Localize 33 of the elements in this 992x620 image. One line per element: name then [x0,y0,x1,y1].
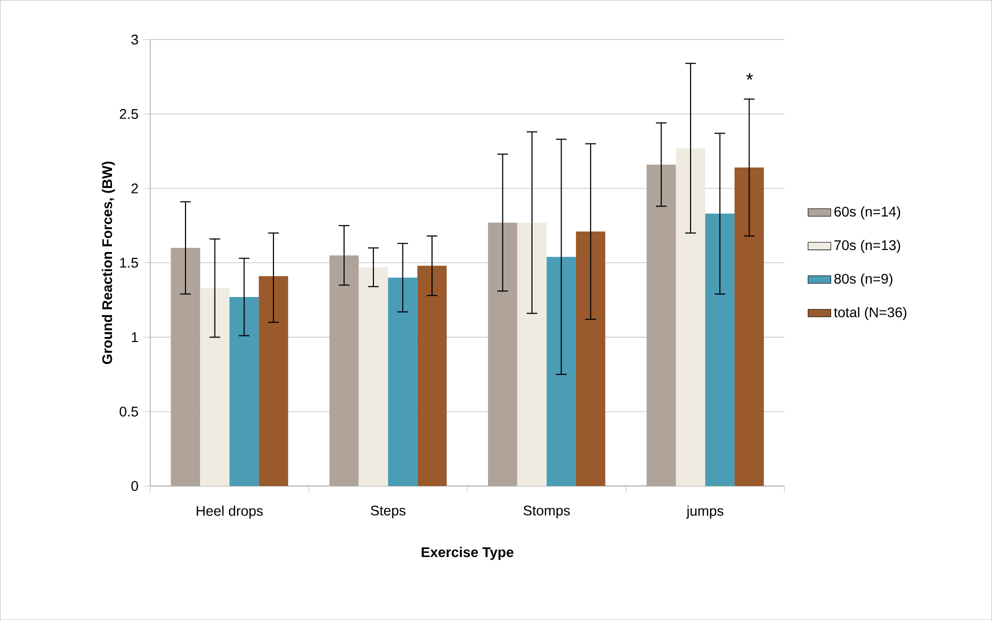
bar [417,266,447,486]
y-tick-label: 0 [131,480,138,491]
bar [358,267,388,486]
y-tick-label: 1 [132,332,138,342]
y-tick-label: 2.5 [120,108,138,119]
bar [734,167,764,486]
bar [329,255,359,486]
bar [170,248,200,486]
y-axis-title: Ground Reaction Forces, (BW) [102,162,115,364]
bar [646,164,676,486]
annotation: * [746,73,753,80]
bar [705,214,735,486]
legend-label: 80s (n=9) [834,273,892,286]
legend-label: total (N=36) [834,306,906,320]
x-tick-label: Stomps [524,506,570,518]
bar [488,222,518,486]
bar [388,278,418,486]
legend-label: 70s (n=13) [834,240,900,253]
x-tick-label: Steps [370,506,406,518]
legend-label: 60s (n=14) [834,206,900,220]
y-tick-label: 3 [131,34,138,44]
bar [676,148,706,486]
y-tick-label: 2 [132,183,138,194]
bar [258,276,288,486]
bar [517,222,547,486]
x-tick-label: Heel drops [196,505,263,519]
bar [200,288,230,486]
bar [229,296,259,486]
y-tick-label: 1.5 [120,258,138,268]
bar [576,231,606,486]
y-tick-label: 0.5 [120,406,138,416]
x-tick-label: jumps [686,505,724,519]
x-axis-title: Exercise Type [422,546,514,560]
